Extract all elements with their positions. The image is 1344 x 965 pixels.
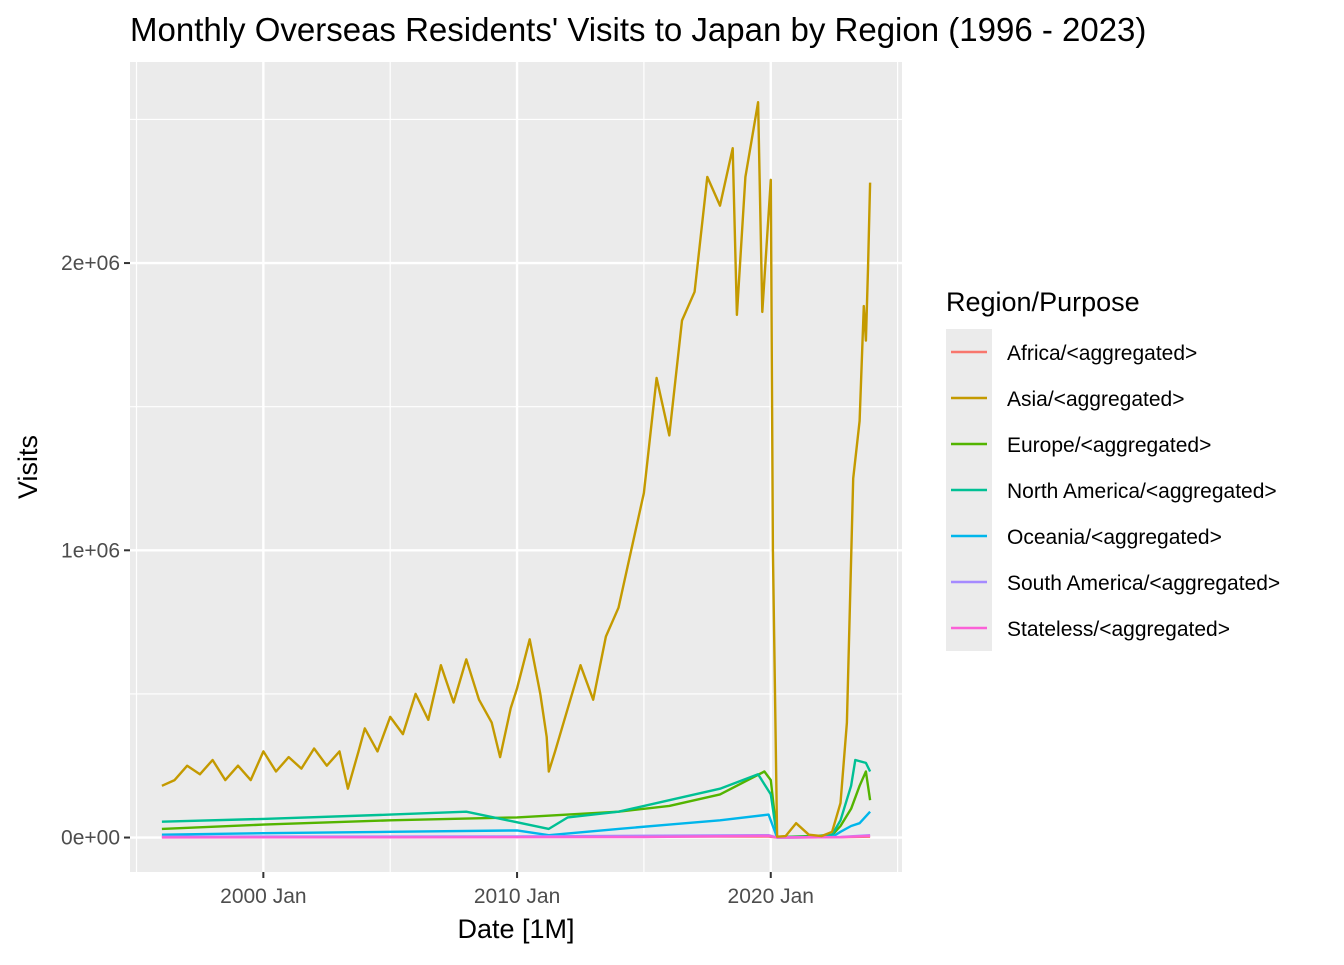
- x-axis: 2000 Jan 2010 Jan 2020 Jan: [220, 872, 814, 908]
- series-line-asia: [161, 101, 872, 838]
- series-line-north-america: [161, 758, 872, 839]
- x-tick-label: 2010 Jan: [474, 885, 560, 908]
- y-axis: 0e+00 1e+06 2e+06: [61, 252, 130, 850]
- y-axis-label: Visits: [13, 435, 43, 499]
- legend-label: North America/<aggregated>: [1007, 480, 1277, 503]
- legend-title: Region/Purpose: [946, 287, 1140, 317]
- series-line-oceania: [161, 810, 871, 839]
- x-axis-label: Date [1M]: [457, 914, 574, 944]
- legend-items: Africa/<aggregated> Asia/<aggregated> Euro…: [951, 342, 1280, 641]
- legend-label: Africa/<aggregated>: [1007, 342, 1197, 365]
- y-tick-label: 0e+00: [61, 827, 120, 850]
- x-tick-label: 2020 Jan: [728, 885, 814, 908]
- x-tick-label: 2000 Jan: [220, 885, 306, 908]
- legend-label: Europe/<aggregated>: [1007, 434, 1211, 457]
- legend-label: Oceania/<aggregated>: [1007, 526, 1222, 549]
- legend-label: South America/<aggregated>: [1007, 572, 1280, 595]
- legend-label: Asia/<aggregated>: [1007, 388, 1184, 411]
- y-tick-label: 2e+06: [61, 252, 120, 275]
- legend: Region/Purpose Africa/<aggregated> Asia/<…: [946, 287, 1280, 651]
- series-line-europe: [161, 770, 872, 839]
- chart-title: Monthly Overseas Residents' Visits to Ja…: [130, 11, 1146, 48]
- y-tick-label: 1e+06: [61, 539, 120, 562]
- series-layer: [161, 101, 872, 839]
- legend-label: Stateless/<aggregated>: [1007, 618, 1230, 641]
- series-line-stateless: [161, 834, 871, 839]
